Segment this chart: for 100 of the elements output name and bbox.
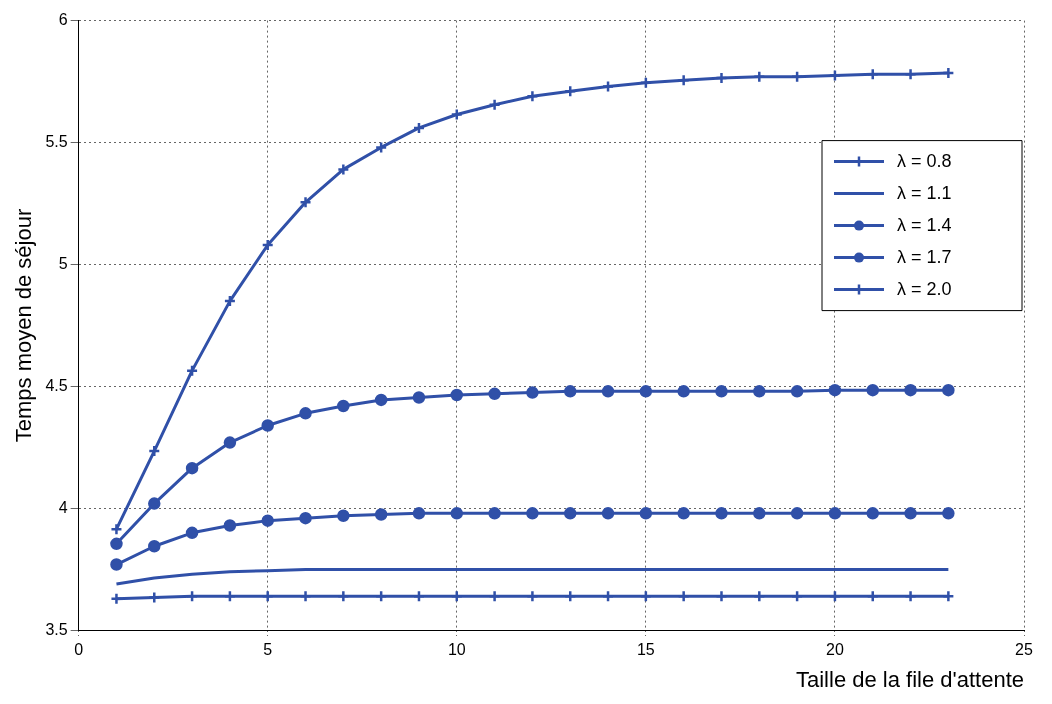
legend-label: λ = 2.0 bbox=[897, 278, 952, 299]
point bbox=[337, 590, 350, 603]
point bbox=[790, 507, 804, 520]
point bbox=[904, 68, 917, 81]
point bbox=[904, 590, 917, 603]
point bbox=[185, 364, 199, 377]
point bbox=[488, 507, 501, 520]
point bbox=[639, 507, 653, 520]
point bbox=[526, 590, 539, 603]
point bbox=[223, 519, 237, 532]
point bbox=[110, 522, 123, 536]
point bbox=[639, 385, 653, 398]
y-tick-label: 4.5 bbox=[45, 376, 68, 394]
legend-label: λ = 0.8 bbox=[897, 150, 952, 171]
x-tick-label: 10 bbox=[447, 641, 466, 659]
point bbox=[110, 558, 123, 571]
point bbox=[148, 444, 161, 458]
y-tick-label: 6 bbox=[58, 11, 68, 29]
point bbox=[412, 121, 426, 135]
legend-label: λ = 1.1 bbox=[897, 182, 952, 203]
point bbox=[450, 388, 464, 402]
point bbox=[639, 590, 653, 603]
point bbox=[261, 419, 274, 432]
point bbox=[639, 76, 653, 90]
y-tick-label: 4 bbox=[58, 498, 68, 516]
point bbox=[866, 507, 879, 520]
point bbox=[299, 590, 312, 603]
point bbox=[223, 436, 237, 449]
point bbox=[526, 386, 539, 399]
point bbox=[563, 85, 577, 98]
point bbox=[337, 163, 350, 176]
point bbox=[753, 507, 766, 520]
point bbox=[488, 590, 501, 603]
point bbox=[828, 590, 842, 603]
x-tick-label: 20 bbox=[826, 641, 844, 659]
point bbox=[299, 511, 312, 525]
point bbox=[299, 196, 312, 209]
point bbox=[450, 590, 464, 603]
point bbox=[261, 514, 274, 527]
point bbox=[337, 399, 350, 413]
point bbox=[942, 383, 955, 397]
point bbox=[261, 238, 274, 252]
legend-label: λ = 1.4 bbox=[897, 214, 952, 235]
point bbox=[563, 590, 577, 603]
point bbox=[374, 508, 388, 521]
y-tick-label: 3.5 bbox=[45, 620, 68, 638]
point bbox=[753, 385, 766, 398]
point bbox=[412, 507, 426, 520]
point bbox=[526, 507, 539, 520]
point bbox=[374, 590, 388, 603]
point bbox=[450, 507, 464, 520]
point bbox=[601, 385, 615, 398]
point bbox=[866, 383, 879, 397]
point bbox=[828, 69, 842, 82]
point bbox=[223, 294, 237, 308]
point bbox=[450, 108, 464, 121]
point bbox=[753, 70, 766, 83]
point bbox=[866, 590, 879, 603]
point bbox=[790, 590, 804, 603]
point bbox=[715, 590, 728, 603]
x-tick-label: 15 bbox=[636, 641, 655, 659]
point bbox=[715, 507, 728, 520]
point bbox=[148, 497, 161, 510]
point bbox=[374, 141, 388, 154]
point bbox=[148, 540, 161, 553]
point bbox=[753, 590, 766, 603]
point bbox=[677, 590, 690, 603]
point bbox=[942, 590, 955, 603]
point bbox=[185, 461, 199, 475]
y-tick-label: 5.5 bbox=[45, 132, 68, 150]
x-tick-label: 5 bbox=[263, 641, 273, 659]
legend-label: λ = 1.7 bbox=[897, 246, 952, 267]
point bbox=[563, 385, 577, 398]
point bbox=[677, 507, 690, 520]
point bbox=[299, 407, 312, 420]
point bbox=[185, 526, 199, 540]
point bbox=[677, 74, 690, 87]
x-tick-label: 25 bbox=[1015, 641, 1033, 659]
point bbox=[488, 387, 501, 401]
point bbox=[790, 70, 804, 83]
point bbox=[677, 385, 690, 398]
point bbox=[526, 89, 539, 103]
y-tick-label: 5 bbox=[58, 254, 68, 272]
point bbox=[185, 590, 199, 603]
x-axis-title: Taille de la file d'attente bbox=[795, 666, 1024, 692]
point bbox=[790, 385, 804, 398]
x-tick-label: 0 bbox=[74, 641, 84, 659]
point bbox=[904, 507, 917, 520]
point bbox=[412, 590, 426, 603]
point bbox=[715, 71, 728, 85]
point bbox=[601, 507, 615, 520]
point bbox=[261, 590, 274, 603]
point bbox=[110, 537, 123, 551]
point bbox=[563, 507, 577, 520]
point bbox=[148, 591, 161, 604]
point bbox=[601, 590, 615, 603]
point bbox=[904, 383, 917, 397]
point bbox=[828, 507, 842, 520]
point bbox=[488, 98, 501, 111]
y-axis-title: Temps moyen de séjour bbox=[11, 208, 37, 443]
